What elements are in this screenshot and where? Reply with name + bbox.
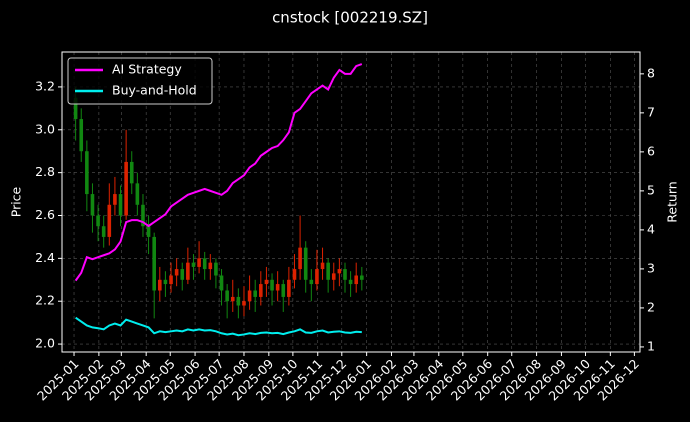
chart-title: cnstock [002219.SZ] bbox=[272, 9, 428, 27]
candle-body bbox=[79, 119, 84, 152]
candle-body bbox=[118, 194, 123, 216]
candle-body bbox=[90, 194, 95, 216]
candle-body bbox=[135, 183, 140, 205]
candle-body bbox=[169, 275, 173, 285]
candle-body bbox=[158, 279, 162, 291]
candle-body bbox=[180, 269, 185, 280]
candle-body bbox=[270, 279, 274, 291]
y2-tick-label: 2 bbox=[647, 299, 655, 314]
legend-label: Buy-and-Hold bbox=[112, 83, 197, 98]
candle-body bbox=[309, 279, 314, 285]
candle-body bbox=[326, 262, 330, 280]
legend-label: AI Strategy bbox=[112, 62, 182, 77]
candle-body bbox=[191, 262, 196, 267]
y-tick-label: 3.2 bbox=[35, 78, 55, 93]
y-tick-label: 2.8 bbox=[35, 164, 55, 179]
y2-tick-label: 5 bbox=[647, 182, 655, 197]
y-tick-label: 2.2 bbox=[35, 293, 55, 308]
candle-body bbox=[141, 204, 145, 227]
candle-body bbox=[259, 284, 263, 297]
y-tick-label: 2.6 bbox=[35, 207, 55, 222]
y-tick-label: 3.0 bbox=[35, 121, 55, 136]
y2-tick-label: 4 bbox=[647, 221, 655, 236]
y2-tick-label: 1 bbox=[647, 338, 655, 353]
candle-body bbox=[214, 262, 218, 276]
candle-body bbox=[124, 161, 128, 216]
series-line bbox=[75, 316, 362, 337]
y2-tick-label: 7 bbox=[647, 104, 655, 119]
candle-body bbox=[236, 296, 241, 306]
candle-body bbox=[242, 301, 246, 306]
candle-body bbox=[360, 275, 364, 280]
candle-body bbox=[315, 269, 319, 285]
candle-body bbox=[337, 269, 342, 274]
candle-body bbox=[85, 151, 89, 195]
y-axis-label: Price bbox=[9, 186, 24, 217]
candle-body bbox=[202, 258, 207, 270]
series-line bbox=[74, 63, 363, 282]
candle-body bbox=[292, 269, 297, 280]
candle-body bbox=[73, 97, 78, 120]
candle-body bbox=[146, 226, 151, 237]
y2-axis-label: Return bbox=[665, 181, 680, 222]
plot-frame bbox=[61, 51, 641, 353]
candle-body bbox=[264, 279, 269, 285]
candle-body bbox=[354, 275, 359, 285]
candle-body bbox=[230, 296, 235, 302]
candle-body bbox=[298, 247, 302, 270]
legend: AI Strategy Buy-and-Hold bbox=[67, 57, 213, 105]
candle-body bbox=[186, 262, 190, 280]
candle-body bbox=[348, 279, 353, 285]
candle-body bbox=[219, 275, 224, 291]
candle-body bbox=[281, 284, 286, 297]
candle-body bbox=[343, 269, 347, 280]
candle-body bbox=[197, 258, 201, 267]
y2-tick-label: 8 bbox=[647, 65, 655, 80]
y-tick-label: 2.0 bbox=[35, 336, 55, 351]
candle-body bbox=[174, 269, 179, 276]
y2-tick-label: 3 bbox=[647, 260, 655, 275]
candle-body bbox=[129, 161, 134, 184]
candle-body bbox=[107, 204, 112, 237]
candle-body bbox=[303, 247, 308, 280]
candle-body bbox=[247, 290, 252, 302]
y-tick-label: 2.4 bbox=[35, 250, 55, 265]
candle-body bbox=[96, 215, 100, 227]
candle-body bbox=[275, 284, 280, 291]
candle-body bbox=[208, 262, 213, 270]
candle-body bbox=[101, 226, 106, 237]
legend-box bbox=[67, 57, 213, 105]
candle-body bbox=[320, 262, 325, 270]
candle-body bbox=[225, 290, 229, 302]
candle-body bbox=[113, 194, 117, 205]
candle-body bbox=[152, 236, 156, 291]
candle-body bbox=[331, 273, 336, 280]
candle-body bbox=[287, 279, 291, 297]
candle-body bbox=[253, 290, 258, 297]
y2-tick-label: 6 bbox=[647, 143, 655, 158]
candle-body bbox=[163, 279, 168, 285]
